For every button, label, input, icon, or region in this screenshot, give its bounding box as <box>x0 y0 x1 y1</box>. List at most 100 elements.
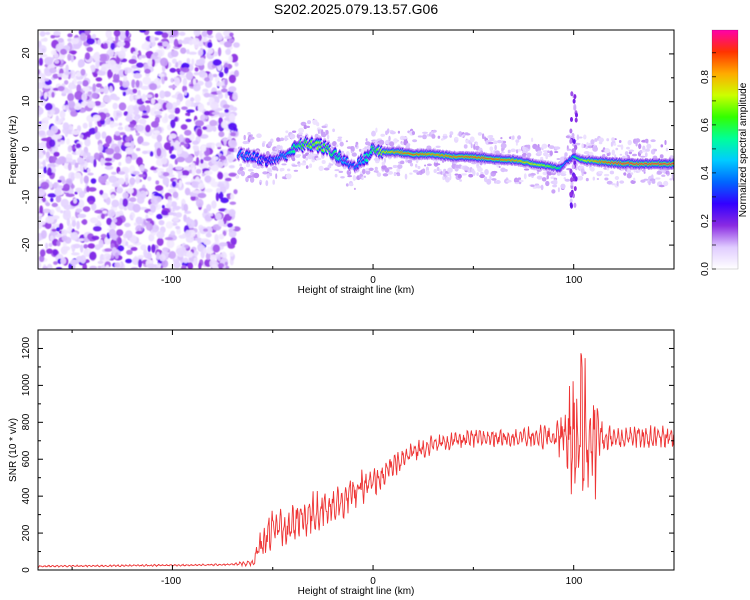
ridge-halo <box>501 151 505 154</box>
noise-blob <box>50 197 54 202</box>
noise-blob <box>46 263 53 269</box>
ridge-halo <box>646 143 652 149</box>
noise-blob <box>193 83 201 92</box>
noise-blob <box>170 230 176 236</box>
noise-blob <box>99 189 104 196</box>
noise-blob <box>139 164 145 172</box>
noise-blob <box>183 203 189 212</box>
noise-blob <box>171 94 178 99</box>
noise-blob <box>94 209 104 214</box>
ridge-halo <box>486 178 492 185</box>
noise-blob <box>201 173 205 177</box>
ridge-halo <box>442 175 446 181</box>
noise-blob <box>192 140 200 145</box>
ridge-halo <box>338 170 344 173</box>
ridge-halo <box>556 158 561 160</box>
noise-blob <box>232 91 238 101</box>
noise-blob <box>111 96 120 101</box>
noise-blob <box>186 109 195 113</box>
ridge-halo <box>475 142 479 146</box>
noise-blob <box>230 237 237 246</box>
ridge-halo <box>500 137 503 140</box>
noise-blob <box>164 76 168 81</box>
noise-blob <box>188 51 197 55</box>
ridge-halo <box>243 134 246 141</box>
ridge-halo <box>437 135 441 139</box>
noise-blob <box>228 228 233 233</box>
noise-blob <box>129 214 133 220</box>
noise-blob <box>89 265 98 269</box>
noise-blob <box>205 188 213 193</box>
noise-blob <box>113 30 121 37</box>
noise-blob <box>132 257 140 266</box>
noise-blob <box>38 261 42 269</box>
ridge-halo <box>280 167 285 172</box>
noise-blob <box>135 124 144 132</box>
ridge-halo <box>551 189 556 194</box>
ridge-halo <box>368 167 374 171</box>
noise-blob <box>56 206 61 213</box>
noise-blob <box>145 105 151 114</box>
noise-blob <box>95 83 102 88</box>
ridge-halo <box>397 130 400 134</box>
noise-blob <box>55 134 63 139</box>
ridge-halo <box>400 160 405 165</box>
noise-blob <box>68 100 76 109</box>
ridge-halo <box>288 157 291 161</box>
ridge-halo <box>415 163 418 168</box>
noise-blob <box>43 165 47 174</box>
ridge-halo <box>615 147 619 151</box>
noise-blob <box>181 62 190 69</box>
ridge-halo <box>534 183 540 186</box>
noise-blob <box>110 42 115 50</box>
noise-blob <box>147 58 153 67</box>
noise-blob <box>74 191 78 195</box>
noise-blob <box>44 78 50 82</box>
ridge-halo <box>512 135 515 140</box>
noise-blob <box>195 198 204 208</box>
ridge-halo <box>267 141 273 147</box>
noise-blob <box>77 157 83 164</box>
noise-blob <box>162 102 168 111</box>
noise-blob <box>173 38 179 48</box>
ridge-halo <box>583 171 587 175</box>
noise-blob <box>44 221 52 230</box>
noise-blob <box>195 168 202 174</box>
ridge-halo <box>345 140 348 143</box>
ridge-halo <box>371 130 376 137</box>
ridge-halo <box>311 153 317 156</box>
ridge-halo <box>422 131 428 134</box>
noise-blob <box>223 159 227 164</box>
ridge-halo <box>497 139 502 144</box>
noise-blob <box>46 248 53 254</box>
noise-blob <box>118 210 124 218</box>
noise-blob <box>86 46 93 52</box>
noise-blob <box>49 209 55 216</box>
ridge-halo <box>542 150 549 153</box>
noise-blob <box>212 73 218 78</box>
spike-blob <box>569 191 573 197</box>
noise-blob <box>139 105 146 112</box>
noise-blob <box>142 150 148 155</box>
ridge-halo <box>510 148 516 153</box>
noise-blob <box>171 102 178 108</box>
noise-blob <box>184 129 192 136</box>
ridge-halo <box>417 135 423 138</box>
noise-blob <box>38 151 44 159</box>
noise-blob <box>70 37 80 45</box>
ridge-halo <box>245 163 251 168</box>
noise-blob <box>87 168 91 174</box>
ridge-halo <box>427 163 432 167</box>
noise-blob <box>185 137 190 143</box>
noise-blob <box>48 139 56 148</box>
noise-blob <box>57 179 62 183</box>
noise-blob <box>179 74 186 78</box>
ridge-halo <box>353 187 356 190</box>
spike-blob <box>570 91 574 97</box>
noise-blob <box>130 140 135 150</box>
ridge-halo <box>611 137 615 142</box>
noise-blob <box>45 151 51 159</box>
noise-blob <box>223 136 227 146</box>
noise-blob <box>214 234 219 242</box>
spike-blob <box>574 145 578 150</box>
